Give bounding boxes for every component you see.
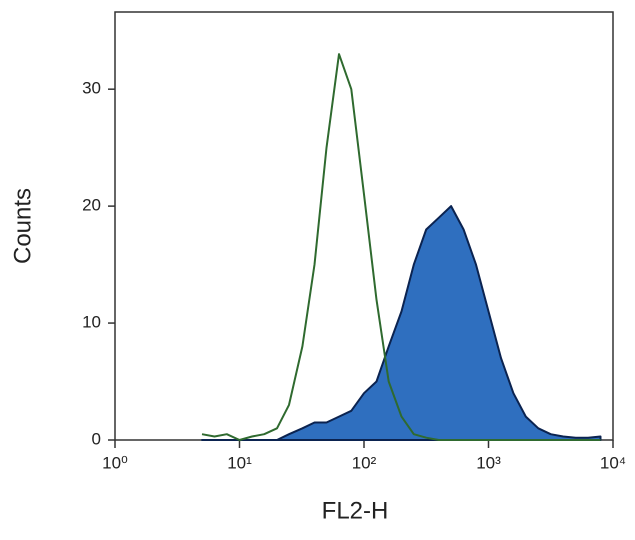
x-tick-label: 10³ — [476, 453, 501, 472]
y-tick-label: 10 — [82, 313, 101, 332]
y-tick-label: 30 — [82, 79, 101, 98]
plot-frame — [114, 11, 614, 441]
x-axis-label: FL2-H — [322, 497, 389, 524]
x-tick-label: 10¹ — [227, 453, 252, 472]
x-tick-label: 10² — [352, 453, 377, 472]
y-tick-label: 0 — [92, 429, 101, 448]
line — [201, 53, 601, 441]
x-tick-label: 10⁴ — [600, 453, 626, 472]
y-tick-label: 20 — [82, 196, 101, 215]
area — [201, 205, 602, 441]
y-axis-label: Counts — [9, 188, 36, 264]
x-tick-label: 10⁰ — [102, 453, 128, 472]
